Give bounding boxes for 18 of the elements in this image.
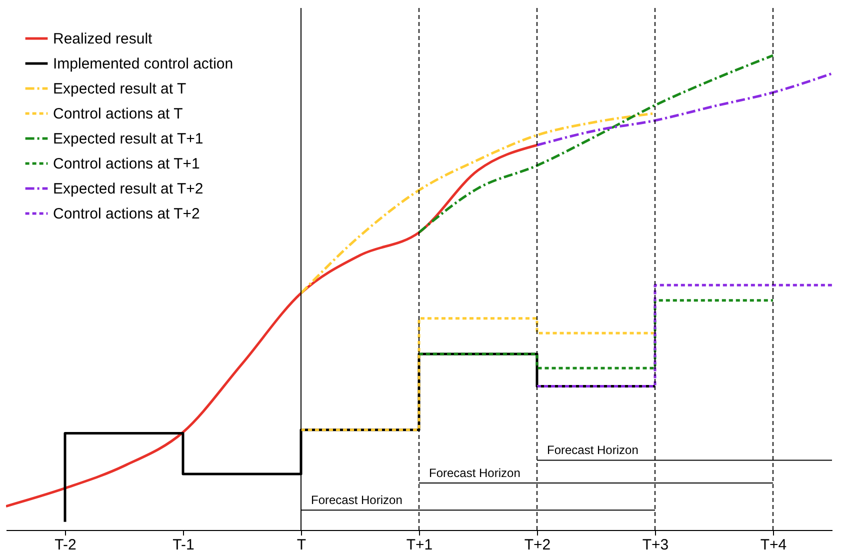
legend-label: Expected result at T+2 (53, 180, 204, 198)
x-tick-label: T (296, 536, 306, 554)
x-tick-label: T-1 (172, 536, 194, 554)
annotation: Forecast Horizon (547, 443, 638, 458)
legend-label: Expected result at T+1 (53, 130, 204, 148)
legend-label: Control actions at T+1 (53, 156, 200, 172)
annotation: Forecast Horizon (311, 493, 402, 508)
legend-label: Realized result (53, 30, 154, 48)
x-tick-label: T+2 (524, 536, 551, 554)
x-tick-label: T+1 (406, 536, 433, 554)
x-tick-label: T+3 (642, 536, 669, 554)
legend-label: Control actions at T+2 (53, 206, 200, 222)
annotation: Forecast Horizon (429, 466, 520, 480)
legend-label: Expected result at T (53, 80, 186, 98)
x-tick-label: T+4 (760, 536, 787, 554)
legend-label: Implemented control action (53, 56, 234, 72)
legend-label: Control actions at T (53, 106, 183, 122)
x-tick-label: T-2 (54, 536, 76, 554)
